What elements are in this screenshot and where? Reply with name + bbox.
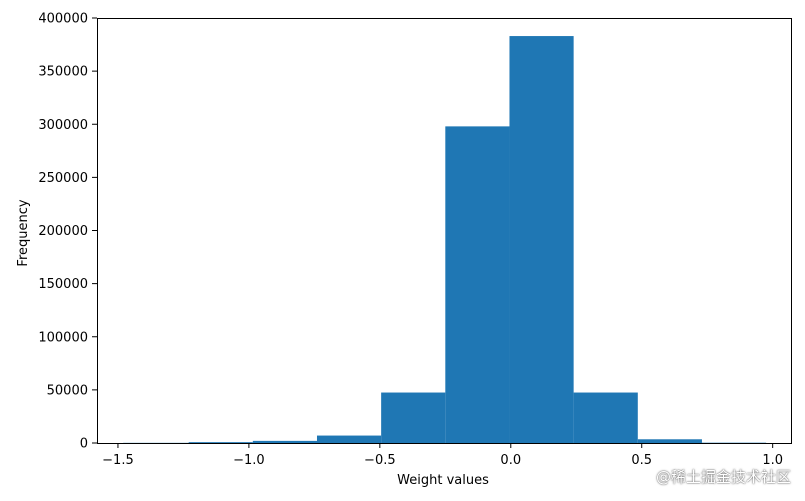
x-axis-label: Weight values (397, 473, 489, 488)
x-tick-label: 0.5 (631, 453, 652, 468)
x-tick-label: 0.0 (500, 453, 521, 468)
y-tick-label: 250000 (38, 171, 88, 186)
y-tick-label: 0 (80, 437, 88, 452)
histogram-bar-6 (509, 36, 574, 443)
x-tick-label: −0.5 (364, 453, 396, 468)
y-tick-label: 350000 (38, 65, 88, 80)
x-tick-label: −1.0 (233, 453, 265, 468)
histogram-bar-4 (381, 392, 446, 443)
y-tick-label: 200000 (38, 224, 88, 239)
x-tick-label: −1.5 (102, 453, 134, 468)
y-tick-label: 400000 (38, 12, 88, 27)
y-axis-label: Frequency (16, 199, 31, 266)
histogram-bar-1 (188, 442, 253, 443)
watermark: @稀土掘金技术社区 (655, 468, 791, 486)
x-tick-label: 1.0 (762, 453, 783, 468)
y-axis-ticks: 0 50000 100000 150000 200000 250000 300000 3500… (38, 12, 97, 452)
y-tick-label: 100000 (38, 330, 88, 345)
histogram-bar-3 (316, 435, 382, 443)
x-axis-ticks: −1.5 −1.0 −0.5 0.0 0.5 1.0 (102, 443, 783, 468)
histogram-bar-7 (573, 392, 638, 443)
y-tick-label: 150000 (38, 277, 88, 292)
y-tick-label: 300000 (38, 118, 88, 133)
histogram-bar-8 (637, 439, 702, 443)
histogram-bar-2 (252, 440, 317, 443)
histogram-bars (123, 36, 767, 443)
histogram-bar-5 (445, 126, 510, 443)
y-tick-label: 50000 (47, 383, 88, 398)
plot-frame (97, 18, 792, 444)
